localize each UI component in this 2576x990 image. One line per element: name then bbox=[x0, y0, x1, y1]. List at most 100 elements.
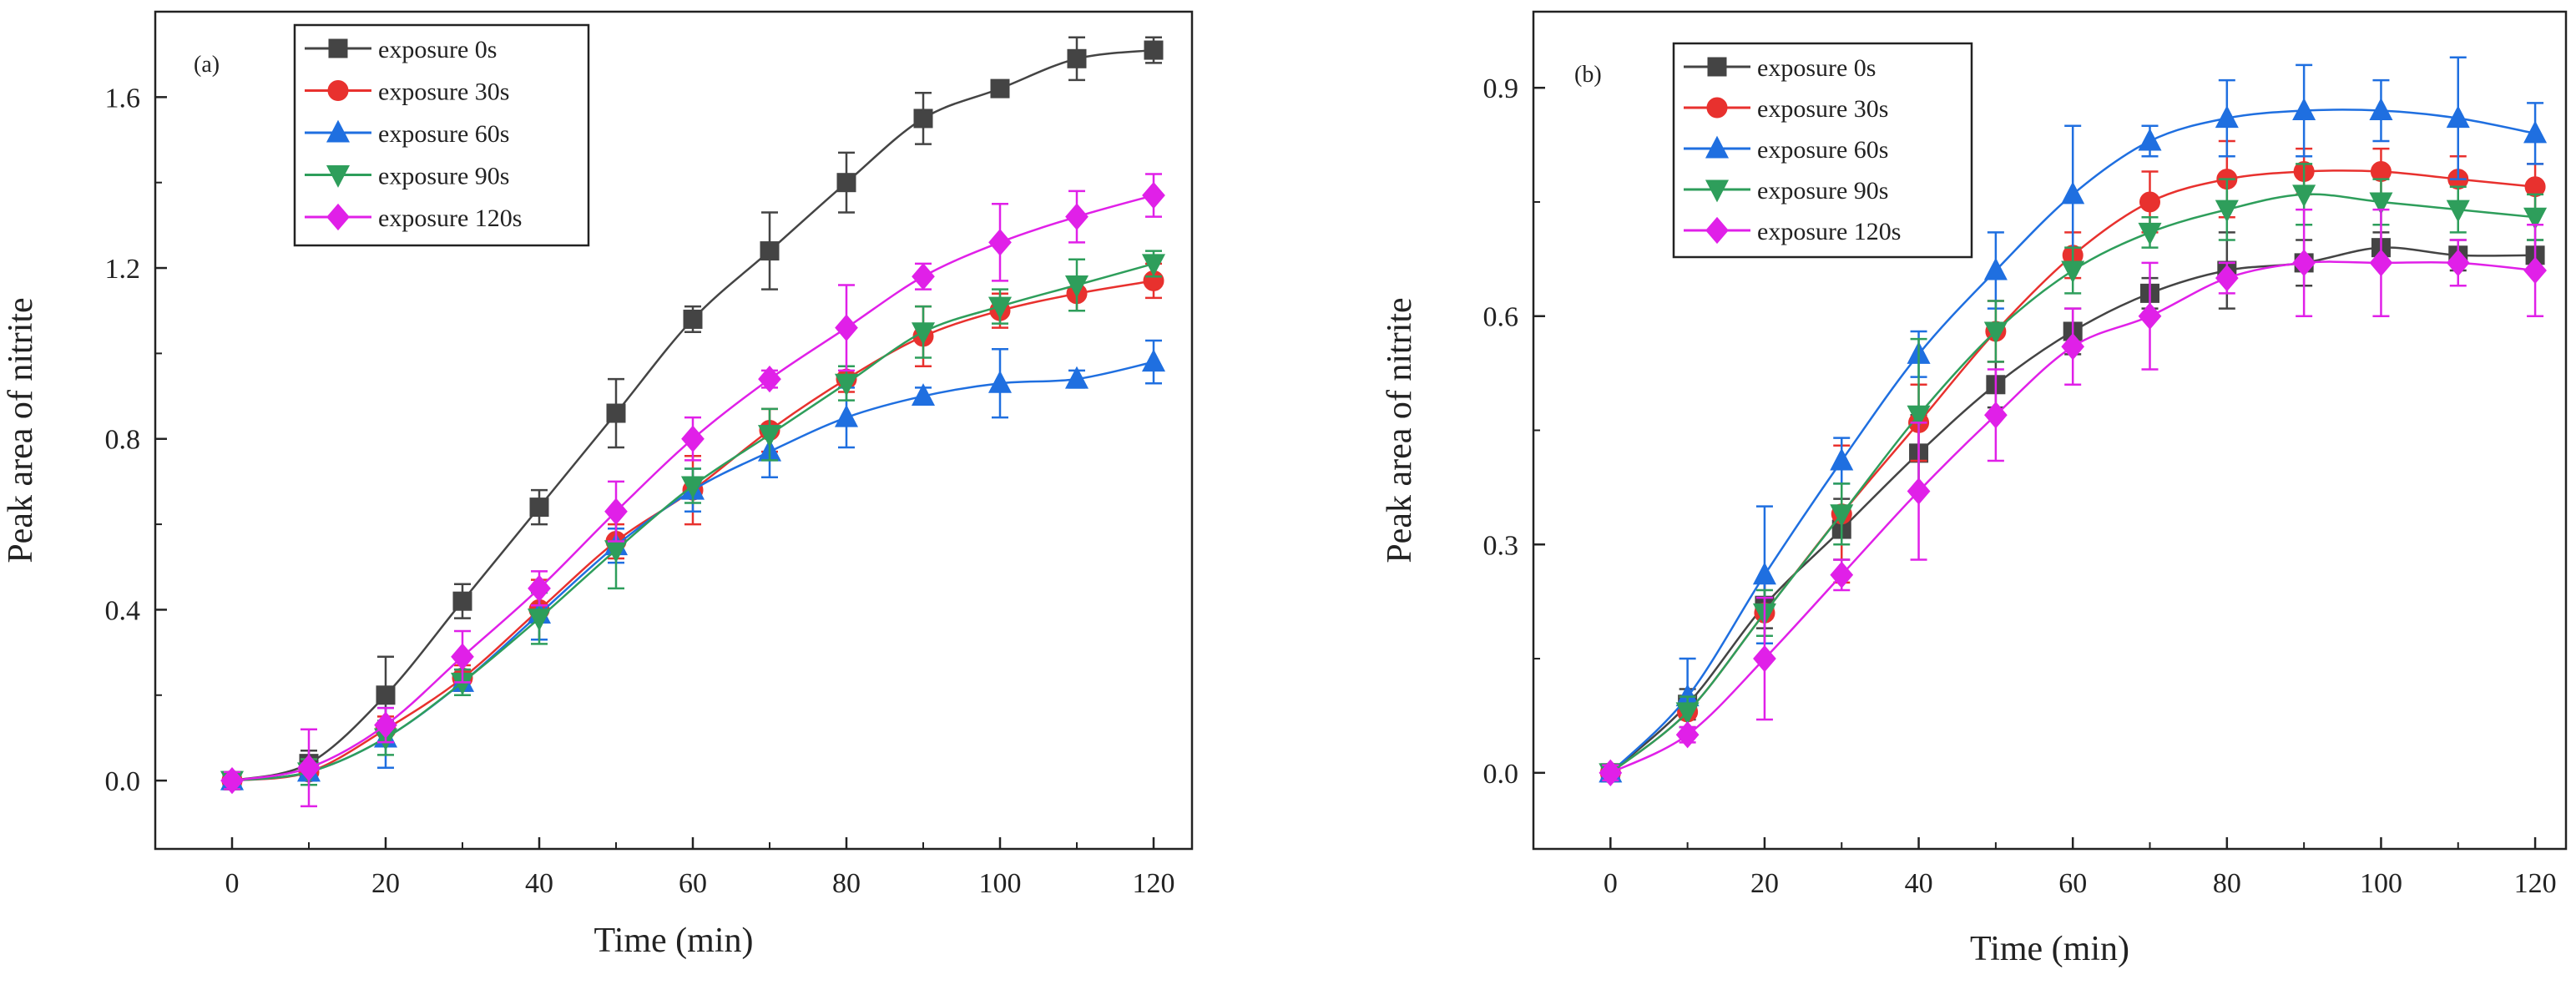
data-point bbox=[987, 296, 1013, 320]
legend-swatch-marker bbox=[328, 38, 348, 58]
series-line bbox=[1609, 109, 2536, 774]
data-point bbox=[1144, 40, 1164, 60]
data-point bbox=[2215, 200, 2239, 223]
data-point bbox=[757, 425, 782, 447]
legend-swatch-marker bbox=[326, 203, 350, 231]
y-tick-label: 0.8 bbox=[105, 425, 141, 456]
data-point bbox=[1142, 181, 1165, 210]
data-point bbox=[2446, 249, 2470, 277]
data-point bbox=[2369, 98, 2393, 121]
data-point bbox=[834, 404, 859, 427]
data-point bbox=[1141, 349, 1166, 372]
data-point bbox=[1830, 504, 1854, 528]
legend-swatch-marker bbox=[1705, 216, 1729, 245]
data-point bbox=[376, 685, 396, 705]
data-point bbox=[2369, 249, 2393, 277]
x-tick-label: 100 bbox=[979, 868, 1022, 899]
data-point bbox=[1064, 275, 1089, 298]
data-point bbox=[835, 314, 858, 341]
y-tick-label: 0.6 bbox=[1483, 302, 1519, 333]
data-point bbox=[2292, 184, 2316, 208]
legend-label: exposure 90s bbox=[1757, 177, 1888, 205]
data-point bbox=[683, 309, 703, 329]
y-tick-label: 0.4 bbox=[105, 595, 141, 626]
data-point bbox=[297, 754, 321, 781]
series-line bbox=[231, 280, 1154, 782]
data-point bbox=[911, 322, 936, 346]
data-point bbox=[1599, 759, 1623, 786]
data-point bbox=[2061, 260, 2085, 284]
data-point bbox=[987, 370, 1013, 393]
x-tick-label: 20 bbox=[1750, 868, 1779, 899]
data-point bbox=[451, 643, 474, 670]
data-point bbox=[1983, 257, 2008, 280]
legend: exposure 0s exposure 30s exposure 60s expos… bbox=[293, 23, 590, 247]
x-tick-label: 60 bbox=[679, 868, 707, 899]
y-tick-label: 1.2 bbox=[105, 254, 141, 285]
legend-swatch-marker bbox=[326, 119, 351, 143]
data-point bbox=[529, 498, 549, 518]
legend-swatch-marker bbox=[327, 80, 349, 101]
legend-label: exposure 30s bbox=[378, 78, 509, 106]
data-point bbox=[2139, 191, 2161, 213]
legend-swatch-marker bbox=[1705, 135, 1730, 159]
data-point bbox=[2138, 302, 2162, 330]
data-point bbox=[220, 766, 244, 795]
x-tick-label: 0 bbox=[1604, 868, 1618, 899]
data-point bbox=[2138, 222, 2162, 245]
panel-label: (b) bbox=[1574, 62, 1602, 88]
data-point bbox=[374, 711, 397, 739]
data-point bbox=[1983, 321, 2008, 345]
data-point bbox=[2523, 207, 2548, 230]
legend-label: exposure 60s bbox=[1757, 136, 1888, 164]
data-point bbox=[911, 383, 936, 407]
legend-swatch-marker bbox=[326, 165, 351, 188]
data-point bbox=[606, 403, 626, 423]
series-exposure-30s bbox=[221, 262, 1164, 791]
data-point bbox=[988, 229, 1012, 256]
data-point bbox=[2215, 105, 2239, 129]
data-point bbox=[912, 263, 935, 290]
data-point bbox=[1830, 447, 1854, 471]
data-point bbox=[452, 591, 472, 611]
data-point bbox=[834, 373, 859, 397]
data-point bbox=[758, 365, 781, 393]
legend-label: exposure 120s bbox=[1757, 218, 1901, 245]
data-point bbox=[681, 425, 705, 452]
x-tick-label: 0 bbox=[225, 868, 240, 899]
data-point bbox=[680, 476, 705, 499]
data-point bbox=[2446, 105, 2470, 129]
data-point bbox=[2292, 249, 2316, 277]
data-point bbox=[1675, 721, 1700, 749]
data-point bbox=[1067, 48, 1087, 68]
x-tick-label: 120 bbox=[1133, 868, 1175, 899]
x-tick-label: 40 bbox=[525, 868, 553, 899]
data-point bbox=[760, 241, 780, 261]
x-tick-label: 100 bbox=[2360, 868, 2402, 899]
data-point bbox=[1752, 562, 1776, 585]
y-axis-title: Peak area of nitrite bbox=[2, 297, 40, 563]
data-point bbox=[1065, 203, 1088, 230]
data-point bbox=[1753, 644, 1776, 673]
data-point bbox=[604, 498, 628, 525]
data-point bbox=[527, 609, 552, 632]
y-tick-label: 0.0 bbox=[105, 766, 141, 797]
data-point bbox=[2523, 120, 2548, 144]
series-exposure-60s bbox=[220, 339, 1166, 790]
data-point bbox=[1984, 402, 2008, 429]
legend-label: exposure 60s bbox=[378, 120, 509, 148]
x-axis-title: Time (min) bbox=[594, 922, 754, 960]
data-point bbox=[528, 574, 551, 603]
data-point bbox=[836, 173, 856, 193]
x-tick-label: 40 bbox=[1905, 868, 1933, 899]
data-point bbox=[1907, 405, 1931, 428]
plot-frame bbox=[154, 10, 1194, 851]
y-axis-title: Peak area of nitrite bbox=[1381, 297, 1419, 563]
panel-a: 0 20 40 60 80 100 120 0.0 0.4 0.8 1.2 1.6 Time (min)… bbox=[2, 10, 1194, 960]
x-tick-label: 120 bbox=[2514, 868, 2557, 899]
legend-swatch-marker bbox=[1707, 57, 1727, 77]
y-tick-label: 0.9 bbox=[1483, 73, 1519, 104]
data-point bbox=[2292, 98, 2316, 121]
legend-label: exposure 90s bbox=[378, 163, 509, 190]
